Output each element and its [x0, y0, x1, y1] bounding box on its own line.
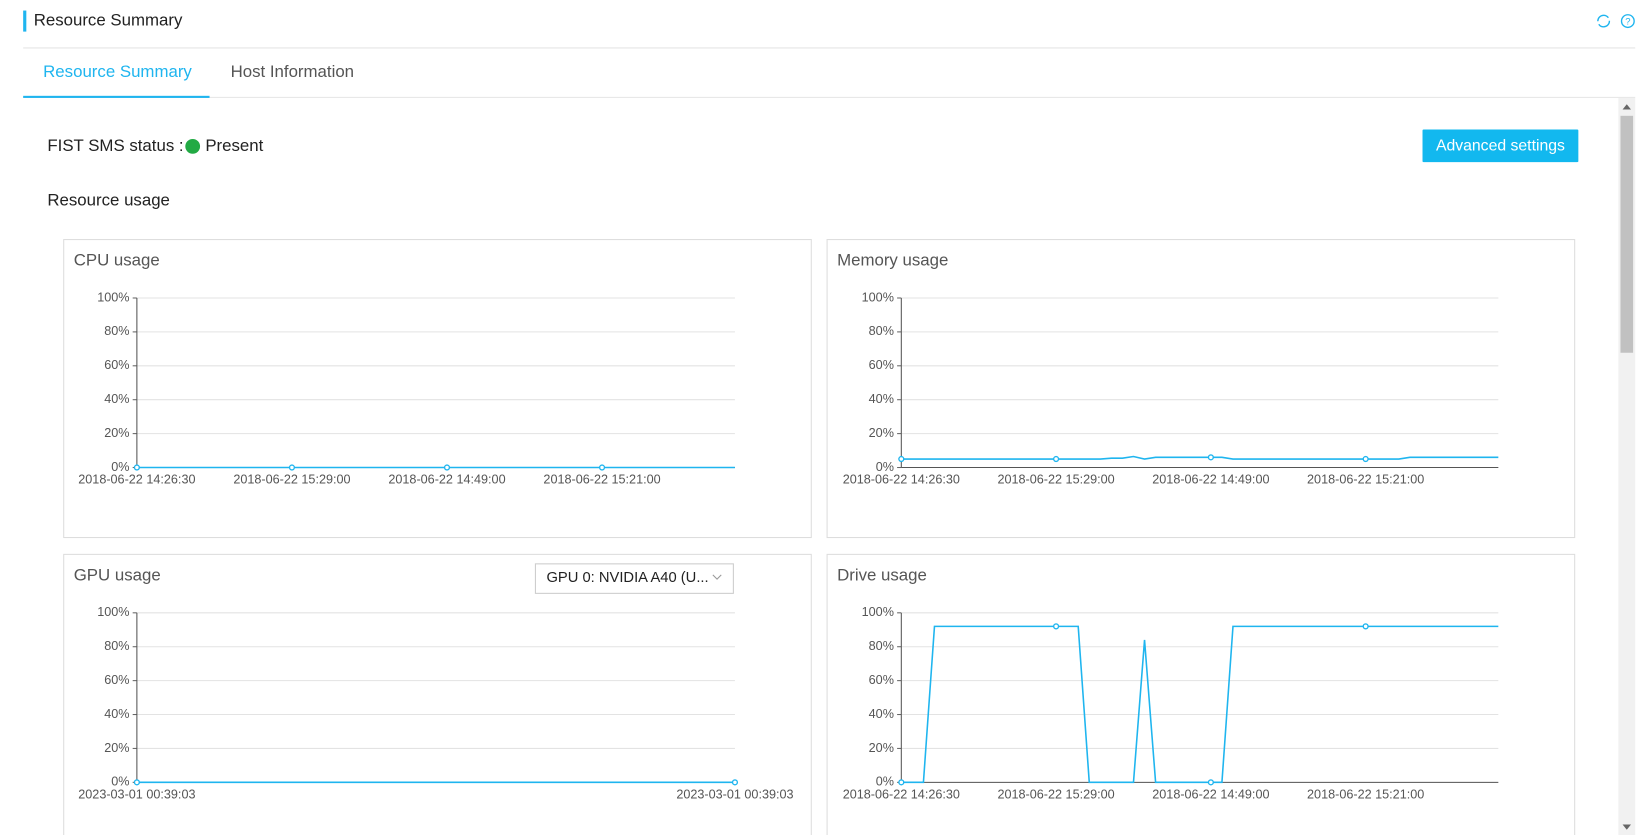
tab-active[interactable]: Resource Summary [43, 62, 192, 81]
chart-panel: CPU usage 0% 20% 40% 60% 80% 100% 2018-06-22 14… [63, 239, 812, 539]
data-point [598, 464, 606, 471]
data-point [133, 779, 140, 786]
gpu-select-text[interactable]: GPU 0: NVIDIA A40 (U... [546, 570, 708, 586]
y-tick-label: 80% [869, 324, 894, 338]
data-point [1207, 779, 1214, 786]
data-point [288, 464, 296, 471]
y-tick-label: 80% [869, 639, 894, 653]
y-tick-label: 100% [97, 605, 129, 619]
status-label: FIST SMS status : [47, 136, 183, 155]
x-tick-label: 2018-06-22 14:26:30 [843, 472, 960, 486]
y-tick-label: 40% [869, 707, 894, 721]
x-tick-label: 2018-06-22 15:21:00 [543, 472, 660, 486]
status-dot [185, 138, 201, 154]
x-tick-label: 2018-06-22 15:29:00 [233, 472, 350, 486]
x-tick-label: 2018-06-22 14:26:30 [843, 787, 960, 801]
y-tick-label: 100% [862, 290, 894, 304]
title-accent [23, 10, 27, 32]
data-point [731, 779, 739, 786]
y-tick-label: 80% [104, 639, 129, 653]
x-tick-label: 2023-03-01 00:39:03 [78, 787, 195, 801]
x-tick-label: 2018-06-22 15:21:00 [1307, 472, 1424, 486]
svg-text:?: ? [1625, 17, 1630, 28]
x-tick-label: 2018-06-22 14:49:00 [1152, 787, 1269, 801]
help-icon[interactable]: ? [1620, 14, 1635, 29]
data-point [1362, 623, 1369, 630]
data-point [1362, 455, 1369, 463]
y-tick-label: 60% [869, 673, 894, 687]
x-tick-label: 2018-06-22 15:29:00 [997, 787, 1114, 801]
x-tick-label: 2018-06-22 15:29:00 [997, 472, 1114, 486]
data-point [1207, 454, 1214, 461]
y-tick-label: 60% [104, 673, 129, 687]
advanced-settings-button[interactable]: Advanced settings [1422, 129, 1579, 163]
data-line [901, 625, 1499, 784]
panel-border [826, 553, 1576, 835]
y-tick-label: 0% [111, 460, 129, 474]
y-tick-label: 60% [104, 358, 129, 372]
page-title: Resource Summary [34, 11, 183, 30]
x-tick-label: 2018-06-22 14:49:00 [388, 472, 505, 486]
data-point [443, 464, 451, 471]
status-value: Present [205, 136, 263, 155]
chart-title: Drive usage [837, 565, 927, 584]
y-tick-label: 60% [869, 358, 894, 372]
chart-panel: Memory usage 0% 20% 40% 60% 80% 100% 2018-06-22… [826, 239, 1576, 539]
y-tick-label: 40% [104, 707, 129, 721]
x-tick-label: 2018-06-22 15:21:00 [1307, 787, 1424, 801]
y-tick-label: 0% [876, 775, 894, 789]
section-title: Resource usage [47, 191, 170, 210]
refresh-icon[interactable] [1597, 14, 1611, 28]
tab-underline [23, 95, 210, 98]
data-point [133, 464, 140, 471]
x-tick-label: 2018-06-22 14:26:30 [78, 472, 195, 486]
data-point [898, 455, 905, 463]
data-point [1052, 623, 1060, 630]
button-label[interactable]: Advanced settings [1436, 138, 1565, 155]
chart-panel: GPU usage 0% 20% 40% 60% 80% 100% 2023-03-01 00… [63, 553, 812, 835]
data-point [1052, 455, 1060, 463]
chart-title: CPU usage [74, 251, 160, 270]
y-tick-label: 0% [876, 460, 894, 474]
y-tick-label: 20% [104, 426, 129, 440]
y-tick-label: 40% [104, 392, 129, 406]
chart-panel: Drive usage 0% 20% 40% 60% 80% 100% 2018-06-22 … [826, 553, 1576, 835]
y-tick-label: 100% [862, 605, 894, 619]
y-tick-label: 20% [869, 426, 894, 440]
chart-title: Memory usage [837, 251, 948, 270]
panel-border [63, 239, 812, 539]
gpu-select[interactable]: GPU 0: NVIDIA A40 (U... [534, 563, 734, 594]
tab[interactable]: Host Information [231, 62, 354, 81]
panel-border [63, 553, 812, 835]
x-tick-label: 2018-06-22 14:49:00 [1152, 472, 1269, 486]
y-tick-label: 0% [111, 775, 129, 789]
data-point [898, 779, 905, 786]
chart-title: GPU usage [74, 565, 161, 584]
panel-border [826, 239, 1576, 539]
x-tick-label: 2023-03-01 00:39:03 [676, 787, 793, 801]
y-tick-label: 80% [104, 324, 129, 338]
y-tick-label: 20% [104, 741, 129, 755]
data-line [901, 455, 1499, 460]
y-tick-label: 40% [869, 392, 894, 406]
scrollbar[interactable] [1618, 97, 1636, 835]
y-tick-label: 100% [97, 290, 129, 304]
y-tick-label: 20% [869, 741, 894, 755]
